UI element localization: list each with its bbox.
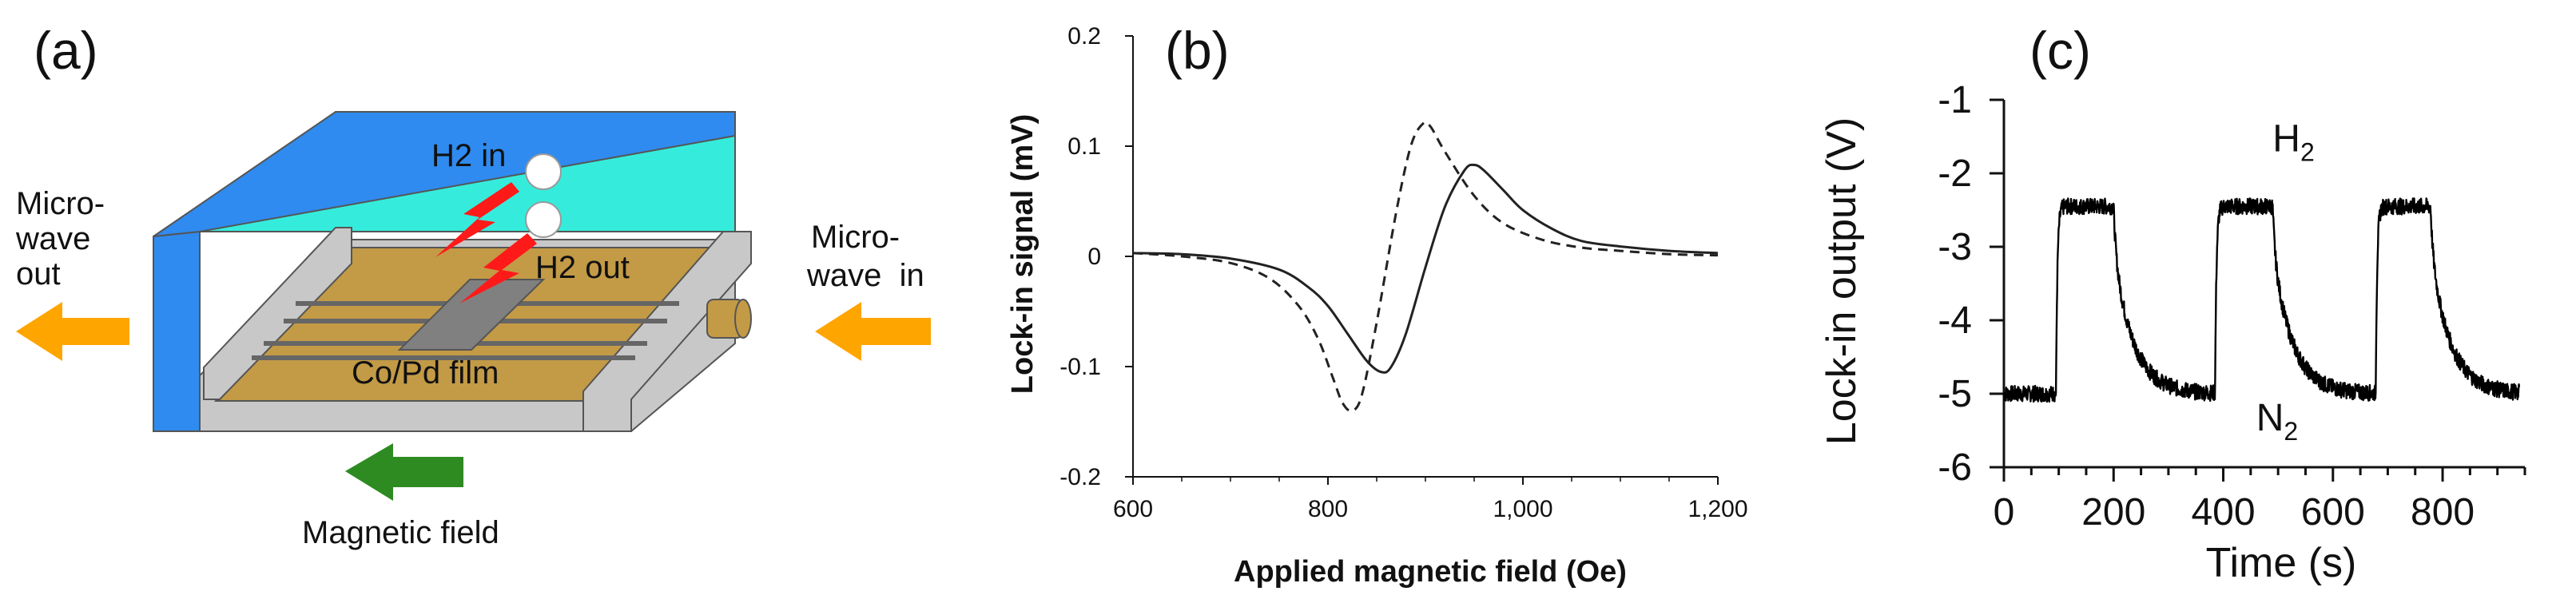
magnetic-field-arrow [345, 443, 463, 501]
chart-b-x-tick-label: 800 [1308, 496, 1348, 522]
panel-b-letter: (b) [1165, 21, 1230, 80]
bubble-icon [525, 201, 562, 238]
microwave-out-label-3: out [16, 256, 61, 292]
film-label: Co/Pd film [352, 355, 499, 391]
panel-a-letter: (a) [34, 21, 98, 80]
right-rail [582, 231, 752, 432]
microwave-out-label-2: wave [15, 221, 90, 256]
chart-b-x-axis-label: Applied magnetic field (Oe) [1234, 555, 1627, 589]
chart-b-series [1132, 121, 1719, 413]
sample-plate [397, 279, 546, 351]
cavity-top-lid [153, 111, 736, 237]
chart-c-x-tick-label: 0 [1994, 491, 2015, 534]
chart-b-y-tick-label: 0.2 [1067, 23, 1101, 50]
chart-c-y-tick-label: -2 [1938, 153, 1972, 195]
microwave-in-label-2: wave in [806, 258, 924, 293]
chart-c-axes [2002, 100, 2525, 469]
chart-b-y-tick-label: 0.1 [1067, 133, 1101, 160]
lightning-bolt-icon [435, 182, 519, 257]
chart-b-x-tick-label: 600 [1113, 496, 1153, 522]
chart-c-x-tick-label: 400 [2191, 491, 2255, 534]
chart-c-x-tick-label: 600 [2301, 491, 2365, 534]
left-rail [203, 227, 352, 400]
chart-b-x-tick-label: 1,000 [1493, 496, 1552, 522]
chart-c-x-axis-label: Time (s) [2206, 540, 2357, 586]
chart-b-ticks: -0.2 -0.1 0 0.1 0.2 600 800 1,000 1,200 [1059, 23, 1747, 522]
lightning-bolt-icon [459, 233, 537, 303]
chart-c-y-tick-label: -1 [1938, 79, 1972, 121]
chart-b-y-axis-label: Lock-in signal (mV) [1006, 114, 1040, 394]
chart-c-annotation: H2 [2272, 117, 2314, 166]
chart-c-annotations: H2 N2 [2256, 117, 2315, 446]
h2-out-label: H2 out [535, 250, 630, 285]
chart-b-series-solid [1132, 163, 1719, 374]
connector-end [734, 299, 752, 339]
magnetic-field-label: Magnetic field [302, 515, 499, 550]
panel-c: (c) -6 -5 -4 -3 -2 -1 0 200 400 600 800 H2 N2 Time … [1819, 21, 2526, 586]
chart-c-series-lock-in-output [2002, 197, 2521, 403]
cavity-left-wall [153, 230, 201, 432]
panel-a: (a) H2 in H2 out Co/Pd film [15, 21, 931, 550]
chart-b-y-tick-label: -0.1 [1059, 354, 1101, 380]
microwave-out-arrow [16, 302, 129, 361]
chart-c-annotation: N2 [2256, 397, 2298, 446]
chart-c-ticks: -6 -5 -4 -3 -2 -1 0 200 400 600 800 [1938, 79, 2526, 534]
bubble-icon [525, 153, 562, 190]
chart-c-y-tick-label: -5 [1938, 373, 1972, 415]
chart-c-series [2002, 197, 2521, 403]
microwave-out-label-1: Micro- [16, 186, 105, 221]
chart-b-y-tick-label: -0.2 [1059, 464, 1101, 490]
panel-b: (b) -0.2 -0.1 0 0.1 0.2 600 800 1,000 1,200 Appl… [1006, 21, 1748, 589]
h2-in-label: H2 in [431, 138, 506, 173]
chart-c-x-tick-label: 800 [2411, 491, 2475, 534]
panel-c-letter: (c) [2029, 21, 2091, 80]
microwave-in-label-1: Micro- [811, 220, 900, 255]
microwave-in-arrow [815, 302, 931, 361]
chart-b-x-tick-label: 1,200 [1688, 496, 1747, 522]
chart-b-y-tick-label: 0 [1087, 244, 1101, 270]
chart-c-x-tick-label: 200 [2081, 491, 2145, 534]
chart-c-y-tick-label: -3 [1938, 226, 1972, 268]
chart-c-y-tick-label: -4 [1938, 300, 1972, 342]
chart-c-y-axis-label: Lock-in output (V) [1819, 117, 1865, 445]
chart-c-y-tick-label: -6 [1938, 446, 1972, 489]
chart-b-series-dashed [1132, 121, 1719, 413]
